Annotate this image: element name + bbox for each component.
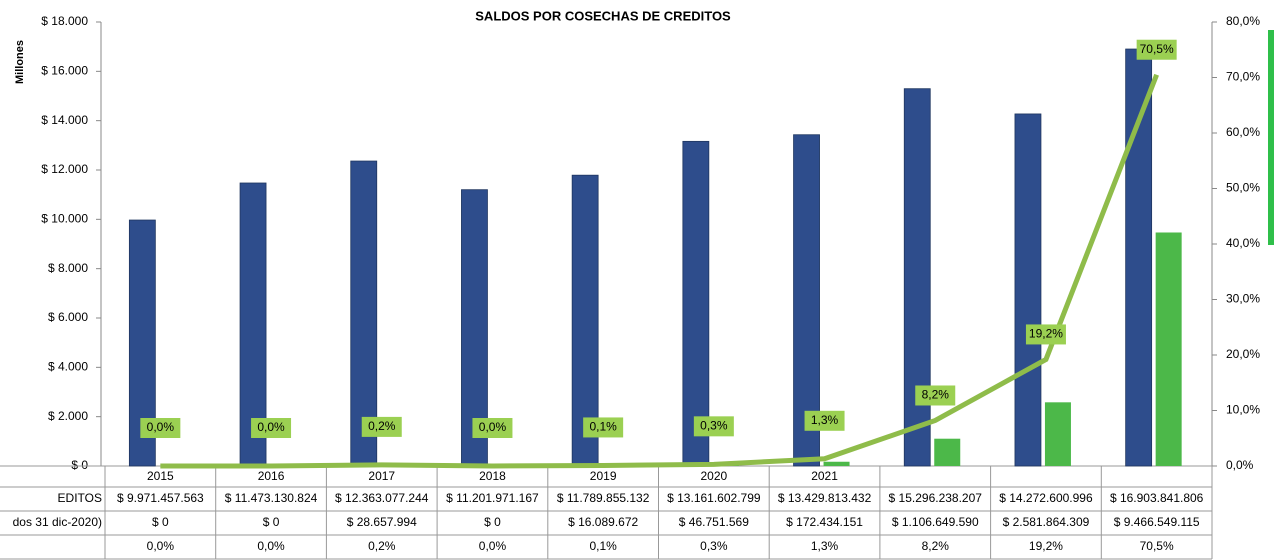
table-cell: 0,2% — [368, 539, 396, 553]
bar — [1125, 48, 1153, 467]
data-label-box — [693, 416, 734, 437]
table-cell: 8,2% — [922, 539, 950, 553]
table-cell: $ 0 — [152, 515, 169, 529]
data-label-box — [361, 416, 402, 437]
table-cell: 1,3% — [811, 539, 839, 553]
y-tick-label: $ 10.000 — [41, 212, 88, 226]
y-tick-label: $ 14.000 — [41, 113, 88, 127]
y2-tick-label: 50,0% — [1226, 181, 1260, 195]
edge-strip — [1268, 30, 1274, 245]
y-tick-label: $ 2.000 — [48, 409, 88, 423]
y2-tick-label: 80,0% — [1226, 14, 1260, 28]
table-row-label: dos 31 dic-2020) — [13, 515, 102, 529]
bar — [1044, 402, 1071, 466]
data-label-box — [804, 410, 845, 431]
y-tick-label: $ 0 — [71, 458, 88, 472]
data-label: 19,2% — [1029, 327, 1063, 341]
table-cell: $ 11.789.855.132 — [557, 491, 650, 505]
y2-tick-label: 40,0% — [1226, 236, 1260, 250]
data-label: 0,0% — [147, 420, 175, 434]
data-label: 0,0% — [479, 420, 507, 434]
y-tick-label: $ 4.000 — [48, 360, 88, 374]
bar — [934, 438, 961, 466]
table-cell: $ 13.429.813.432 — [778, 491, 872, 505]
bar — [823, 461, 850, 466]
bar — [903, 88, 931, 467]
table-cell: $ 15.296.238.207 — [889, 491, 983, 505]
table-cell: $ 12.363.077.244 — [335, 491, 429, 505]
data-label: 0,3% — [700, 419, 728, 433]
data-label-box — [1136, 39, 1177, 60]
table-cell: $ 9.466.549.115 — [1114, 515, 1200, 529]
table-cell: 0,3% — [700, 539, 728, 553]
data-label-box — [1025, 324, 1066, 345]
table-cell: $ 0 — [484, 515, 501, 529]
data-label: 70,5% — [1140, 42, 1174, 56]
table-cell: 0,1% — [589, 539, 617, 553]
data-label-box — [583, 417, 624, 438]
data-label: 0,0% — [257, 420, 285, 434]
table-cell: $ 16.089.672 — [568, 515, 638, 529]
table-cell: $ 28.657.994 — [347, 515, 417, 529]
y2-tick-label: 10,0% — [1226, 403, 1260, 417]
y-tick-label: $ 16.000 — [41, 64, 88, 78]
x-tick-label: 2019 — [590, 469, 617, 483]
table-cell: $ 11.473.130.824 — [225, 491, 318, 505]
table-cell: 0,0% — [479, 539, 507, 553]
bar — [1155, 232, 1182, 466]
x-tick-label: 2017 — [368, 469, 395, 483]
table-cell: $ 2.581.864.309 — [1003, 515, 1090, 529]
data-label: 1,3% — [811, 413, 839, 427]
y-axis-label: Millones — [14, 40, 26, 84]
table-cell: $ 0 — [263, 515, 280, 529]
data-label-box — [140, 418, 181, 438]
table-row-label: EDITOS — [58, 491, 102, 505]
table-cell: 19,2% — [1029, 539, 1063, 553]
y-tick-label: $ 8.000 — [48, 261, 88, 275]
y2-tick-label: 60,0% — [1226, 125, 1260, 139]
bar — [1014, 113, 1042, 467]
y-tick-label: $ 12.000 — [41, 162, 88, 176]
chart-title: SALDOS POR COSECHAS DE CREDITOS — [475, 8, 731, 23]
x-tick-label: 2021 — [811, 469, 838, 483]
data-label: 0,1% — [589, 420, 617, 434]
table-cell: 0,0% — [257, 539, 285, 553]
table-cell: $ 172.434.151 — [786, 515, 863, 529]
table-cell: $ 16.903.841.806 — [1110, 491, 1204, 505]
bar — [350, 160, 378, 467]
table-cell: $ 14.272.600.996 — [999, 491, 1093, 505]
y-tick-label: $ 6.000 — [48, 310, 88, 324]
data-label-box — [915, 385, 956, 406]
data-label-box — [251, 418, 292, 438]
x-tick-label: 2015 — [147, 469, 174, 483]
data-label: 8,2% — [922, 388, 950, 402]
table-cell: $ 11.201.971.167 — [446, 491, 539, 505]
line — [160, 73, 1159, 469]
table-cell: $ 1.106.649.590 — [892, 515, 979, 529]
y2-tick-label: 30,0% — [1226, 292, 1260, 306]
y2-tick-label: 0,0% — [1226, 458, 1254, 472]
y2-tick-label: 70,0% — [1226, 70, 1260, 84]
table-cell: $ 9.971.457.563 — [117, 491, 204, 505]
table-cell: 0,0% — [147, 539, 175, 553]
y2-tick-label: 20,0% — [1226, 347, 1260, 361]
table-cell: $ 46.751.569 — [679, 515, 749, 529]
x-tick-label: 2020 — [700, 469, 727, 483]
bar — [682, 140, 710, 467]
x-tick-label: 2016 — [258, 469, 285, 483]
table-cell: 70,5% — [1140, 539, 1174, 553]
table-cell: $ 13.161.602.799 — [667, 491, 761, 505]
x-tick-label: 2018 — [479, 469, 506, 483]
data-label-box — [472, 418, 513, 438]
data-label: 0,2% — [368, 419, 396, 433]
y-tick-label: $ 18.000 — [41, 14, 88, 28]
